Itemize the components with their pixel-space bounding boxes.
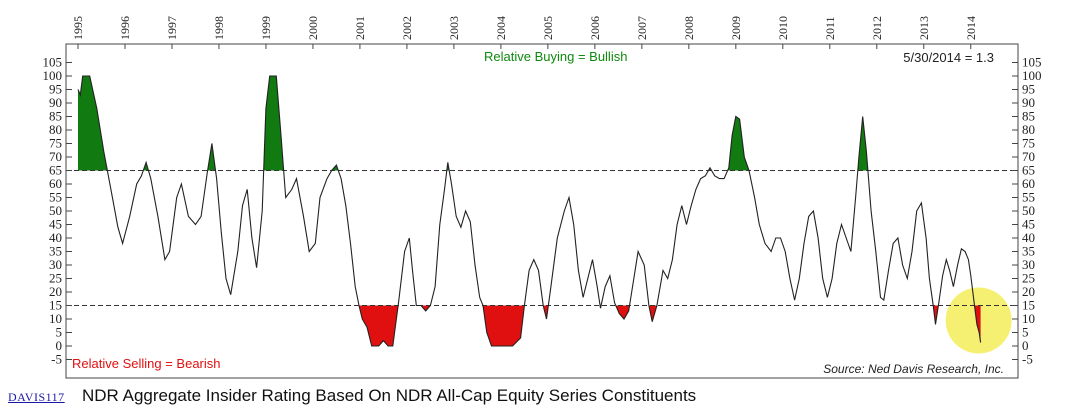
y-tick-label-left: 55 [49, 190, 62, 205]
y-tick-label-right: 65 [1022, 163, 1035, 178]
y-tick-label-right: 0 [1022, 338, 1029, 353]
y-tick-label-right: 70 [1022, 149, 1035, 164]
y-tick-label-right: 30 [1022, 257, 1035, 272]
y-tick-label-right: 20 [1022, 284, 1035, 299]
y-tick-label-right: 10 [1022, 311, 1035, 326]
y-tick-label-left: 45 [49, 217, 62, 232]
plot-frame [65, 43, 1019, 379]
y-tick-label-right: 50 [1022, 203, 1035, 218]
y-tick-label-left: 25 [49, 271, 62, 286]
y-tick-label-right: 55 [1022, 190, 1035, 205]
year-tick-label: 1999 [259, 16, 273, 40]
chart-id-link[interactable]: DAVIS117 [8, 390, 65, 404]
year-tick-label: 1996 [118, 16, 132, 40]
year-tick-label: 2008 [682, 16, 696, 40]
y-tick-label-left: 70 [49, 149, 62, 164]
rating-series [77, 75, 982, 347]
y-tick-label-right: 45 [1022, 217, 1035, 232]
y-tick-label-left: 60 [49, 176, 62, 191]
year-ticks: 1995 1996 1997 1998 1999 2000 2001 2002 2003 2004… [71, 16, 978, 49]
y-tick-label-left: 35 [49, 244, 62, 259]
y-tick-label-left: 100 [43, 68, 63, 83]
source-label: Source: Ned Davis Research, Inc. [823, 362, 1004, 376]
year-tick-label: 2006 [588, 16, 602, 40]
year-tick-label: 1995 [71, 16, 85, 40]
y-tick-label-right: 5 [1022, 325, 1029, 340]
y-tick-label-left: 90 [49, 95, 62, 110]
year-tick-label: 2002 [400, 16, 414, 40]
y-tick-label-right: 40 [1022, 230, 1035, 245]
y-tick-label-right: 15 [1022, 298, 1035, 313]
y-tick-label-left: 65 [49, 163, 62, 178]
year-tick-label: 2001 [353, 16, 367, 40]
y-tick-label-right: -5 [1022, 352, 1033, 367]
y-tick-label-right: 105 [1022, 55, 1042, 70]
year-tick-label: 2012 [870, 16, 884, 40]
y-tick-label-left: 75 [49, 136, 62, 151]
y-tick-label-left: 20 [49, 284, 62, 299]
y-tick-label-right: 35 [1022, 244, 1035, 259]
rating-line [77, 75, 982, 347]
latest-reading-label: 5/30/2014 = 1.3 [903, 50, 994, 65]
y-tick-label-right: 100 [1022, 68, 1042, 83]
year-tick-label: 2013 [917, 16, 931, 40]
y-tick-label-left: 85 [49, 109, 62, 124]
year-tick-label: 2009 [729, 16, 743, 40]
year-tick-label: 2011 [823, 16, 837, 40]
y-tick-label-right: 90 [1022, 95, 1035, 110]
y-tick-label-right: 95 [1022, 82, 1035, 97]
year-tick-label: 1998 [212, 16, 226, 40]
y-tick-label-right: 75 [1022, 136, 1035, 151]
annotation-bullish: Relative Buying = Bullish [484, 49, 627, 64]
y-tick-label-left: 105 [43, 55, 63, 70]
year-tick-label: 2007 [635, 16, 649, 40]
annotation-bearish: Relative Selling = Bearish [72, 356, 221, 371]
chart-title: NDR Aggregate Insider Rating Based On ND… [82, 386, 697, 405]
year-tick-label: 2010 [776, 16, 790, 40]
y-tick-label-right: 85 [1022, 109, 1035, 124]
y-tick-label-left: 80 [49, 122, 62, 137]
threshold-lines [66, 170, 1018, 306]
year-tick-label: 2003 [447, 16, 461, 40]
y-tick-label-right: 25 [1022, 271, 1035, 286]
year-tick-label: 2014 [964, 16, 978, 40]
y-tick-label-left: 30 [49, 257, 62, 272]
y-tick-label-left: 15 [49, 298, 62, 313]
y-tick-label-left: 10 [49, 311, 62, 326]
y-tick-label-left: 0 [56, 338, 63, 353]
y-tick-label-left: 40 [49, 230, 62, 245]
y-tick-label-left: 50 [49, 203, 62, 218]
y-tick-label-right: 60 [1022, 176, 1035, 191]
y-tick-label-right: 80 [1022, 122, 1035, 137]
year-tick-label: 1997 [165, 16, 179, 40]
y-tick-label-left: -5 [51, 352, 62, 367]
year-tick-label: 2005 [541, 16, 555, 40]
y-tick-label-left: 5 [56, 325, 63, 340]
year-tick-label: 2004 [494, 16, 508, 40]
y-tick-label-left: 95 [49, 82, 62, 97]
year-tick-label: 2000 [306, 16, 320, 40]
